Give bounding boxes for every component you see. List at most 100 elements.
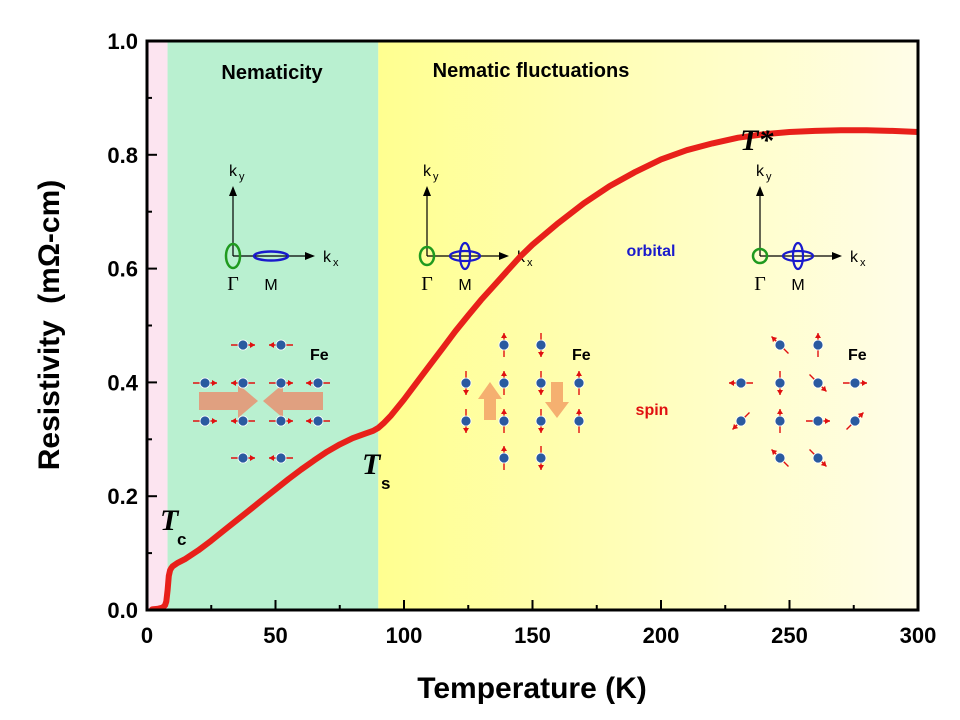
spin-arrowhead (732, 423, 739, 430)
ky-label: k (423, 163, 432, 180)
k-space-inset-nematicity: k yk xΓ M (224, 163, 339, 295)
spin-up-block-arrow (478, 382, 502, 420)
m-label: M (791, 277, 804, 294)
spin-arrowhead (820, 460, 827, 467)
fe-atom (498, 377, 510, 389)
fe-atom (735, 377, 747, 389)
ts-label: T (362, 448, 382, 481)
spin-arrowhead (463, 428, 469, 433)
gamma-pocket (224, 242, 242, 270)
kx-label: k (850, 249, 859, 266)
ky-subscript: y (433, 171, 439, 183)
kx-subscript: x (860, 257, 866, 269)
fe-atom (237, 377, 249, 389)
spin-arrowhead (269, 342, 274, 348)
y-tick-label: 0.6 (107, 257, 138, 282)
y-tick-label: 0.0 (107, 598, 138, 623)
fe-atom (535, 452, 547, 464)
ts-annotation: T s (362, 448, 390, 493)
fe-atom (774, 452, 786, 464)
fe-atom (275, 377, 287, 389)
fe-atom (774, 377, 786, 389)
kx-arrowhead (499, 252, 509, 260)
fe-atom (535, 415, 547, 427)
fe-atom (237, 415, 249, 427)
spin-arrowhead (777, 390, 783, 395)
spin-arrowhead (288, 380, 293, 386)
ky-arrowhead (756, 186, 764, 196)
spin-arrowhead (269, 455, 274, 461)
fe-atom (312, 377, 324, 389)
fe-atom (199, 415, 211, 427)
spin-arrowhead (777, 409, 783, 414)
ky-label: k (756, 163, 765, 180)
ky-label: k (229, 163, 238, 180)
m-label: M (264, 277, 277, 294)
fe-atom (498, 415, 510, 427)
ky-subscript: y (766, 171, 772, 183)
m-pocket (252, 250, 290, 262)
spin-down-block-arrow (545, 382, 569, 418)
region-labels: Nematicity Nematic fluctuations (221, 60, 629, 84)
fe-atom (735, 415, 747, 427)
fe-atom (774, 415, 786, 427)
series-layer (149, 127, 918, 610)
spin-arrowhead (538, 465, 544, 470)
compression-arrow-left (199, 384, 258, 418)
spin-arrowhead (231, 380, 236, 386)
spin-arrowhead (538, 428, 544, 433)
spin-arrowhead (288, 418, 293, 424)
x-tick-label: 0 (141, 623, 153, 648)
fe-atom (460, 415, 472, 427)
y-tick-label: 0.4 (107, 370, 138, 395)
fe-atom (573, 377, 585, 389)
spin-arrowhead (576, 371, 582, 376)
fe-atom (812, 415, 824, 427)
fe-atom (812, 339, 824, 351)
spin-lattice-fluctuations: Fe (460, 333, 591, 470)
m-pocket-y (458, 241, 472, 271)
fe-atom (199, 377, 211, 389)
x-tick-label: 200 (643, 623, 680, 648)
gamma-label: Γ (421, 273, 433, 295)
fe-atom (237, 452, 249, 464)
orbital-label: orbital (627, 243, 676, 260)
spin-arrowhead (501, 409, 507, 414)
y-tick-label: 1.0 (107, 29, 138, 54)
spin-arrowhead (820, 385, 827, 392)
kx-subscript: x (333, 257, 339, 269)
spin-lattice-high-temp: Fe (729, 333, 867, 467)
region-band-0 (147, 41, 168, 610)
spin-arrowhead (250, 455, 255, 461)
kx-subscript: x (527, 257, 533, 269)
fe-atom (312, 415, 324, 427)
fe-atom (498, 339, 510, 351)
spin-arrowhead (501, 333, 507, 338)
spin-arrowhead (862, 380, 867, 386)
spin-label: spin (636, 402, 669, 419)
fe-atom (275, 339, 287, 351)
spin-arrowhead (771, 336, 778, 343)
axis-ticks: 0 50 100 150 200 250 300 0.0 0.2 0.4 0.6 0.8 1.0 (107, 29, 936, 648)
fe-label: Fe (848, 347, 867, 364)
x-tick-label: 50 (263, 623, 287, 648)
m-pocket-x (448, 249, 482, 263)
spin-arrowhead (538, 390, 544, 395)
x-tick-label: 250 (771, 623, 808, 648)
spin-arrowhead (857, 412, 864, 419)
fe-label: Fe (310, 347, 329, 364)
y-axis-title: Resistivity (mΩ-cm) (33, 180, 66, 470)
spin-arrowhead (231, 418, 236, 424)
y-axis-title-unit: (mΩ-cm) (33, 180, 66, 304)
gamma-label: Γ (754, 273, 766, 295)
spin-arrowhead (576, 409, 582, 414)
spin-arrowhead (306, 418, 311, 424)
spin-arrowhead (212, 380, 217, 386)
fe-atom (849, 377, 861, 389)
spin-arrowhead (538, 352, 544, 357)
y-tick-label: 0.8 (107, 143, 138, 168)
fe-atom (460, 377, 472, 389)
resistivity-curve (149, 127, 918, 610)
m-pocket-y (791, 241, 805, 271)
